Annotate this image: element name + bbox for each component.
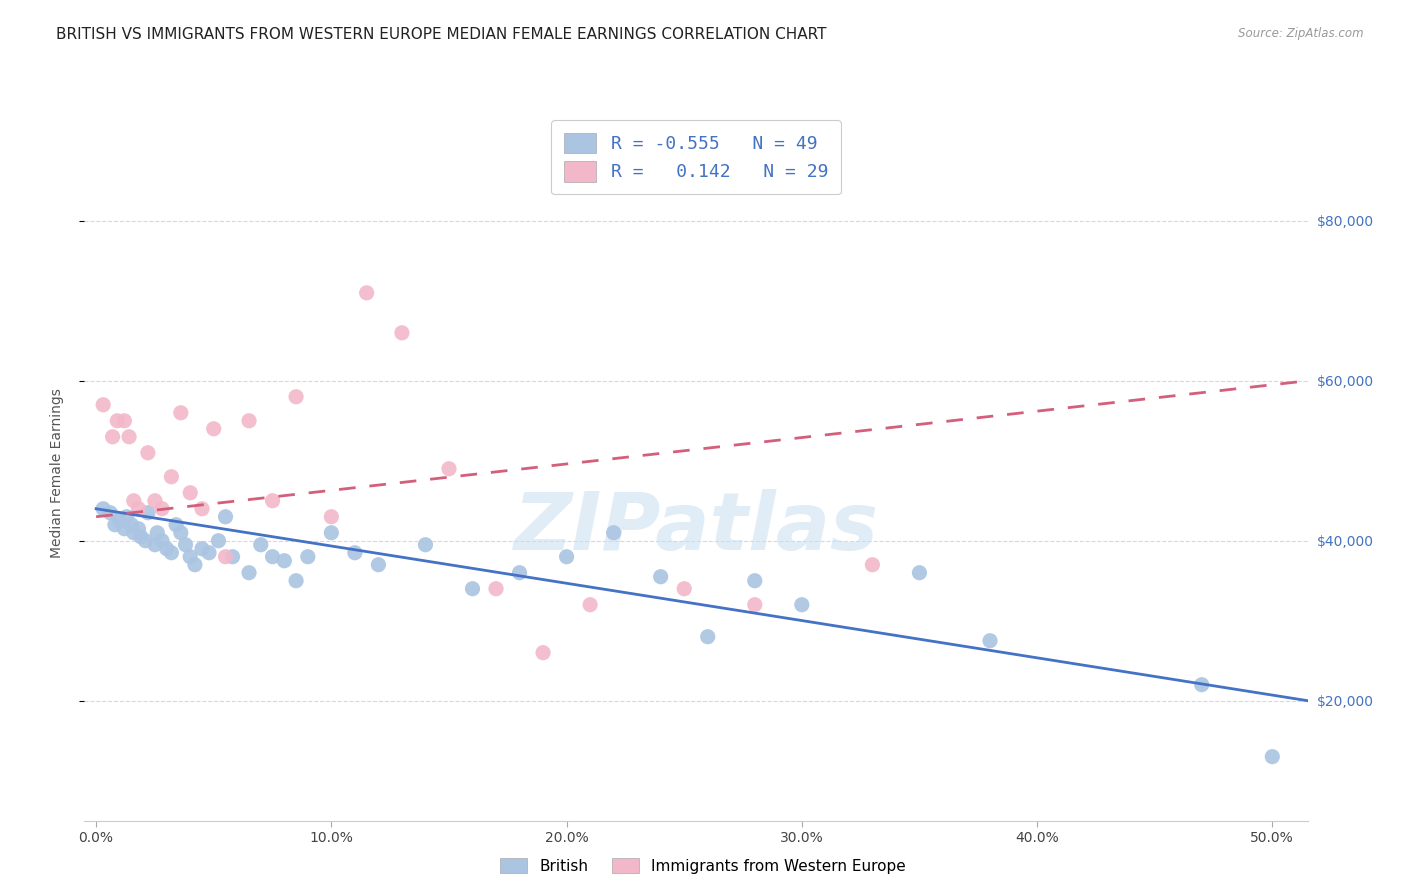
Point	[790, 598, 813, 612]
Point	[127, 522, 149, 536]
Point	[143, 493, 166, 508]
Point	[673, 582, 696, 596]
Point	[91, 398, 114, 412]
Point	[214, 509, 236, 524]
Point	[285, 390, 308, 404]
Point	[531, 646, 554, 660]
Point	[321, 509, 343, 524]
Point	[262, 493, 284, 508]
Point	[602, 525, 624, 540]
Point	[150, 501, 173, 516]
Point	[744, 574, 766, 588]
Point	[509, 566, 531, 580]
Point	[343, 546, 366, 560]
Point	[485, 582, 508, 596]
Point	[198, 546, 221, 560]
Point	[1261, 749, 1284, 764]
Point	[461, 582, 484, 596]
Point	[207, 533, 229, 548]
Point	[579, 598, 602, 612]
Point	[112, 414, 135, 428]
Point	[150, 533, 173, 548]
Point	[105, 414, 128, 428]
Point	[146, 525, 169, 540]
Point	[98, 506, 121, 520]
Point	[112, 522, 135, 536]
Text: ZIPatlas: ZIPatlas	[513, 490, 879, 567]
Point	[118, 430, 141, 444]
Point	[979, 633, 1001, 648]
Point	[391, 326, 413, 340]
Point	[127, 501, 149, 516]
Point	[170, 406, 193, 420]
Text: BRITISH VS IMMIGRANTS FROM WESTERN EUROPE MEDIAN FEMALE EARNINGS CORRELATION CHA: BRITISH VS IMMIGRANTS FROM WESTERN EUROP…	[56, 27, 827, 42]
Point	[356, 285, 378, 300]
Point	[908, 566, 931, 580]
Point	[696, 630, 718, 644]
Point	[108, 514, 131, 528]
Point	[191, 541, 214, 556]
Y-axis label: Median Female Earnings: Median Female Earnings	[49, 388, 63, 558]
Point	[249, 538, 271, 552]
Point	[91, 501, 114, 516]
Point	[437, 462, 460, 476]
Point	[156, 541, 179, 556]
Point	[191, 501, 214, 516]
Legend: British, Immigrants from Western Europe: British, Immigrants from Western Europe	[494, 852, 912, 880]
Point	[744, 598, 766, 612]
Point	[136, 506, 159, 520]
Point	[262, 549, 284, 564]
Point	[101, 430, 124, 444]
Point	[184, 558, 207, 572]
Point	[179, 549, 201, 564]
Point	[122, 525, 145, 540]
Point	[285, 574, 308, 588]
Point	[104, 517, 127, 532]
Point	[170, 525, 193, 540]
Legend: R = -0.555   N = 49, R =   0.142   N = 29: R = -0.555 N = 49, R = 0.142 N = 29	[551, 120, 841, 194]
Point	[555, 549, 578, 564]
Point	[160, 546, 183, 560]
Point	[650, 570, 672, 584]
Point	[214, 549, 236, 564]
Point	[238, 414, 260, 428]
Point	[415, 538, 437, 552]
Point	[129, 530, 152, 544]
Point	[165, 517, 187, 532]
Point	[122, 493, 145, 508]
Point	[135, 533, 157, 548]
Point	[160, 469, 183, 483]
Point	[115, 509, 138, 524]
Point	[1191, 678, 1213, 692]
Text: Source: ZipAtlas.com: Source: ZipAtlas.com	[1239, 27, 1364, 40]
Point	[238, 566, 260, 580]
Point	[367, 558, 389, 572]
Point	[321, 525, 343, 540]
Point	[273, 554, 295, 568]
Point	[221, 549, 243, 564]
Point	[202, 422, 225, 436]
Point	[143, 538, 166, 552]
Point	[860, 558, 883, 572]
Point	[297, 549, 319, 564]
Point	[120, 517, 142, 532]
Point	[136, 446, 159, 460]
Point	[174, 538, 197, 552]
Point	[179, 485, 201, 500]
